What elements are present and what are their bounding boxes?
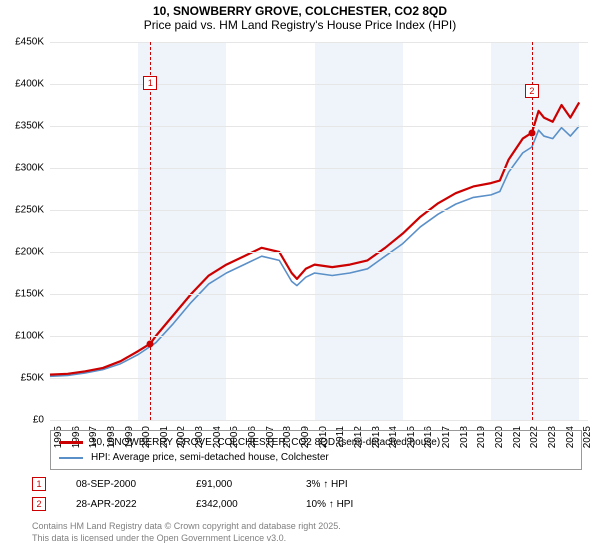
annotation-marker-box: 2 xyxy=(32,497,46,511)
y-axis-tick-label: £250K xyxy=(0,205,44,216)
chart-plot-area: £0£50K£100K£150K£200K£250K£300K£350K£400… xyxy=(50,42,588,420)
y-axis-tick-label: £50K xyxy=(0,373,44,384)
annotation-delta: 3% ↑ HPI xyxy=(306,479,406,490)
legend-label-hpi: HPI: Average price, semi-detached house,… xyxy=(91,450,329,465)
chart-title: 10, SNOWBERRY GROVE, COLCHESTER, CO2 8QD… xyxy=(0,0,600,32)
y-axis-tick-label: £0 xyxy=(0,415,44,426)
annotation-row: 1 08-SEP-2000 £91,000 3% ↑ HPI xyxy=(32,474,406,494)
legend-label-property: 10, SNOWBERRY GROVE, COLCHESTER, CO2 8QD… xyxy=(91,435,440,450)
chart-marker-box: 2 xyxy=(525,84,539,98)
chart-marker-box: 1 xyxy=(143,76,157,90)
footer-line2: This data is licensed under the Open Gov… xyxy=(32,532,341,544)
annotation-marker-box: 1 xyxy=(32,477,46,491)
annotation-row: 2 28-APR-2022 £342,000 10% ↑ HPI xyxy=(32,494,406,514)
annotation-price: £91,000 xyxy=(196,479,276,490)
title-line1: 10, SNOWBERRY GROVE, COLCHESTER, CO2 8QD xyxy=(0,4,600,18)
y-axis-tick-label: £100K xyxy=(0,331,44,342)
line-layer xyxy=(50,42,588,420)
y-axis-tick-label: £300K xyxy=(0,163,44,174)
legend: 10, SNOWBERRY GROVE, COLCHESTER, CO2 8QD… xyxy=(50,430,582,470)
y-axis-tick-label: £150K xyxy=(0,289,44,300)
y-axis-tick-label: £450K xyxy=(0,37,44,48)
legend-swatch-hpi xyxy=(59,457,83,459)
y-axis-tick-label: £400K xyxy=(0,79,44,90)
legend-swatch-property xyxy=(59,441,83,444)
footer: Contains HM Land Registry data © Crown c… xyxy=(32,520,341,544)
annotation-table: 1 08-SEP-2000 £91,000 3% ↑ HPI 2 28-APR-… xyxy=(32,474,406,514)
annotation-delta: 10% ↑ HPI xyxy=(306,499,406,510)
annotation-price: £342,000 xyxy=(196,499,276,510)
title-line2: Price paid vs. HM Land Registry's House … xyxy=(0,18,600,32)
plot-region: £0£50K£100K£150K£200K£250K£300K£350K£400… xyxy=(50,42,588,420)
y-axis-tick-label: £350K xyxy=(0,121,44,132)
y-axis-tick-label: £200K xyxy=(0,247,44,258)
annotation-date: 08-SEP-2000 xyxy=(76,479,166,490)
annotation-date: 28-APR-2022 xyxy=(76,499,166,510)
chart-container: 10, SNOWBERRY GROVE, COLCHESTER, CO2 8QD… xyxy=(0,0,600,560)
legend-row-property: 10, SNOWBERRY GROVE, COLCHESTER, CO2 8QD… xyxy=(59,435,573,450)
footer-line1: Contains HM Land Registry data © Crown c… xyxy=(32,520,341,532)
x-axis-tick-label: 2025 xyxy=(582,426,593,448)
legend-row-hpi: HPI: Average price, semi-detached house,… xyxy=(59,450,573,465)
